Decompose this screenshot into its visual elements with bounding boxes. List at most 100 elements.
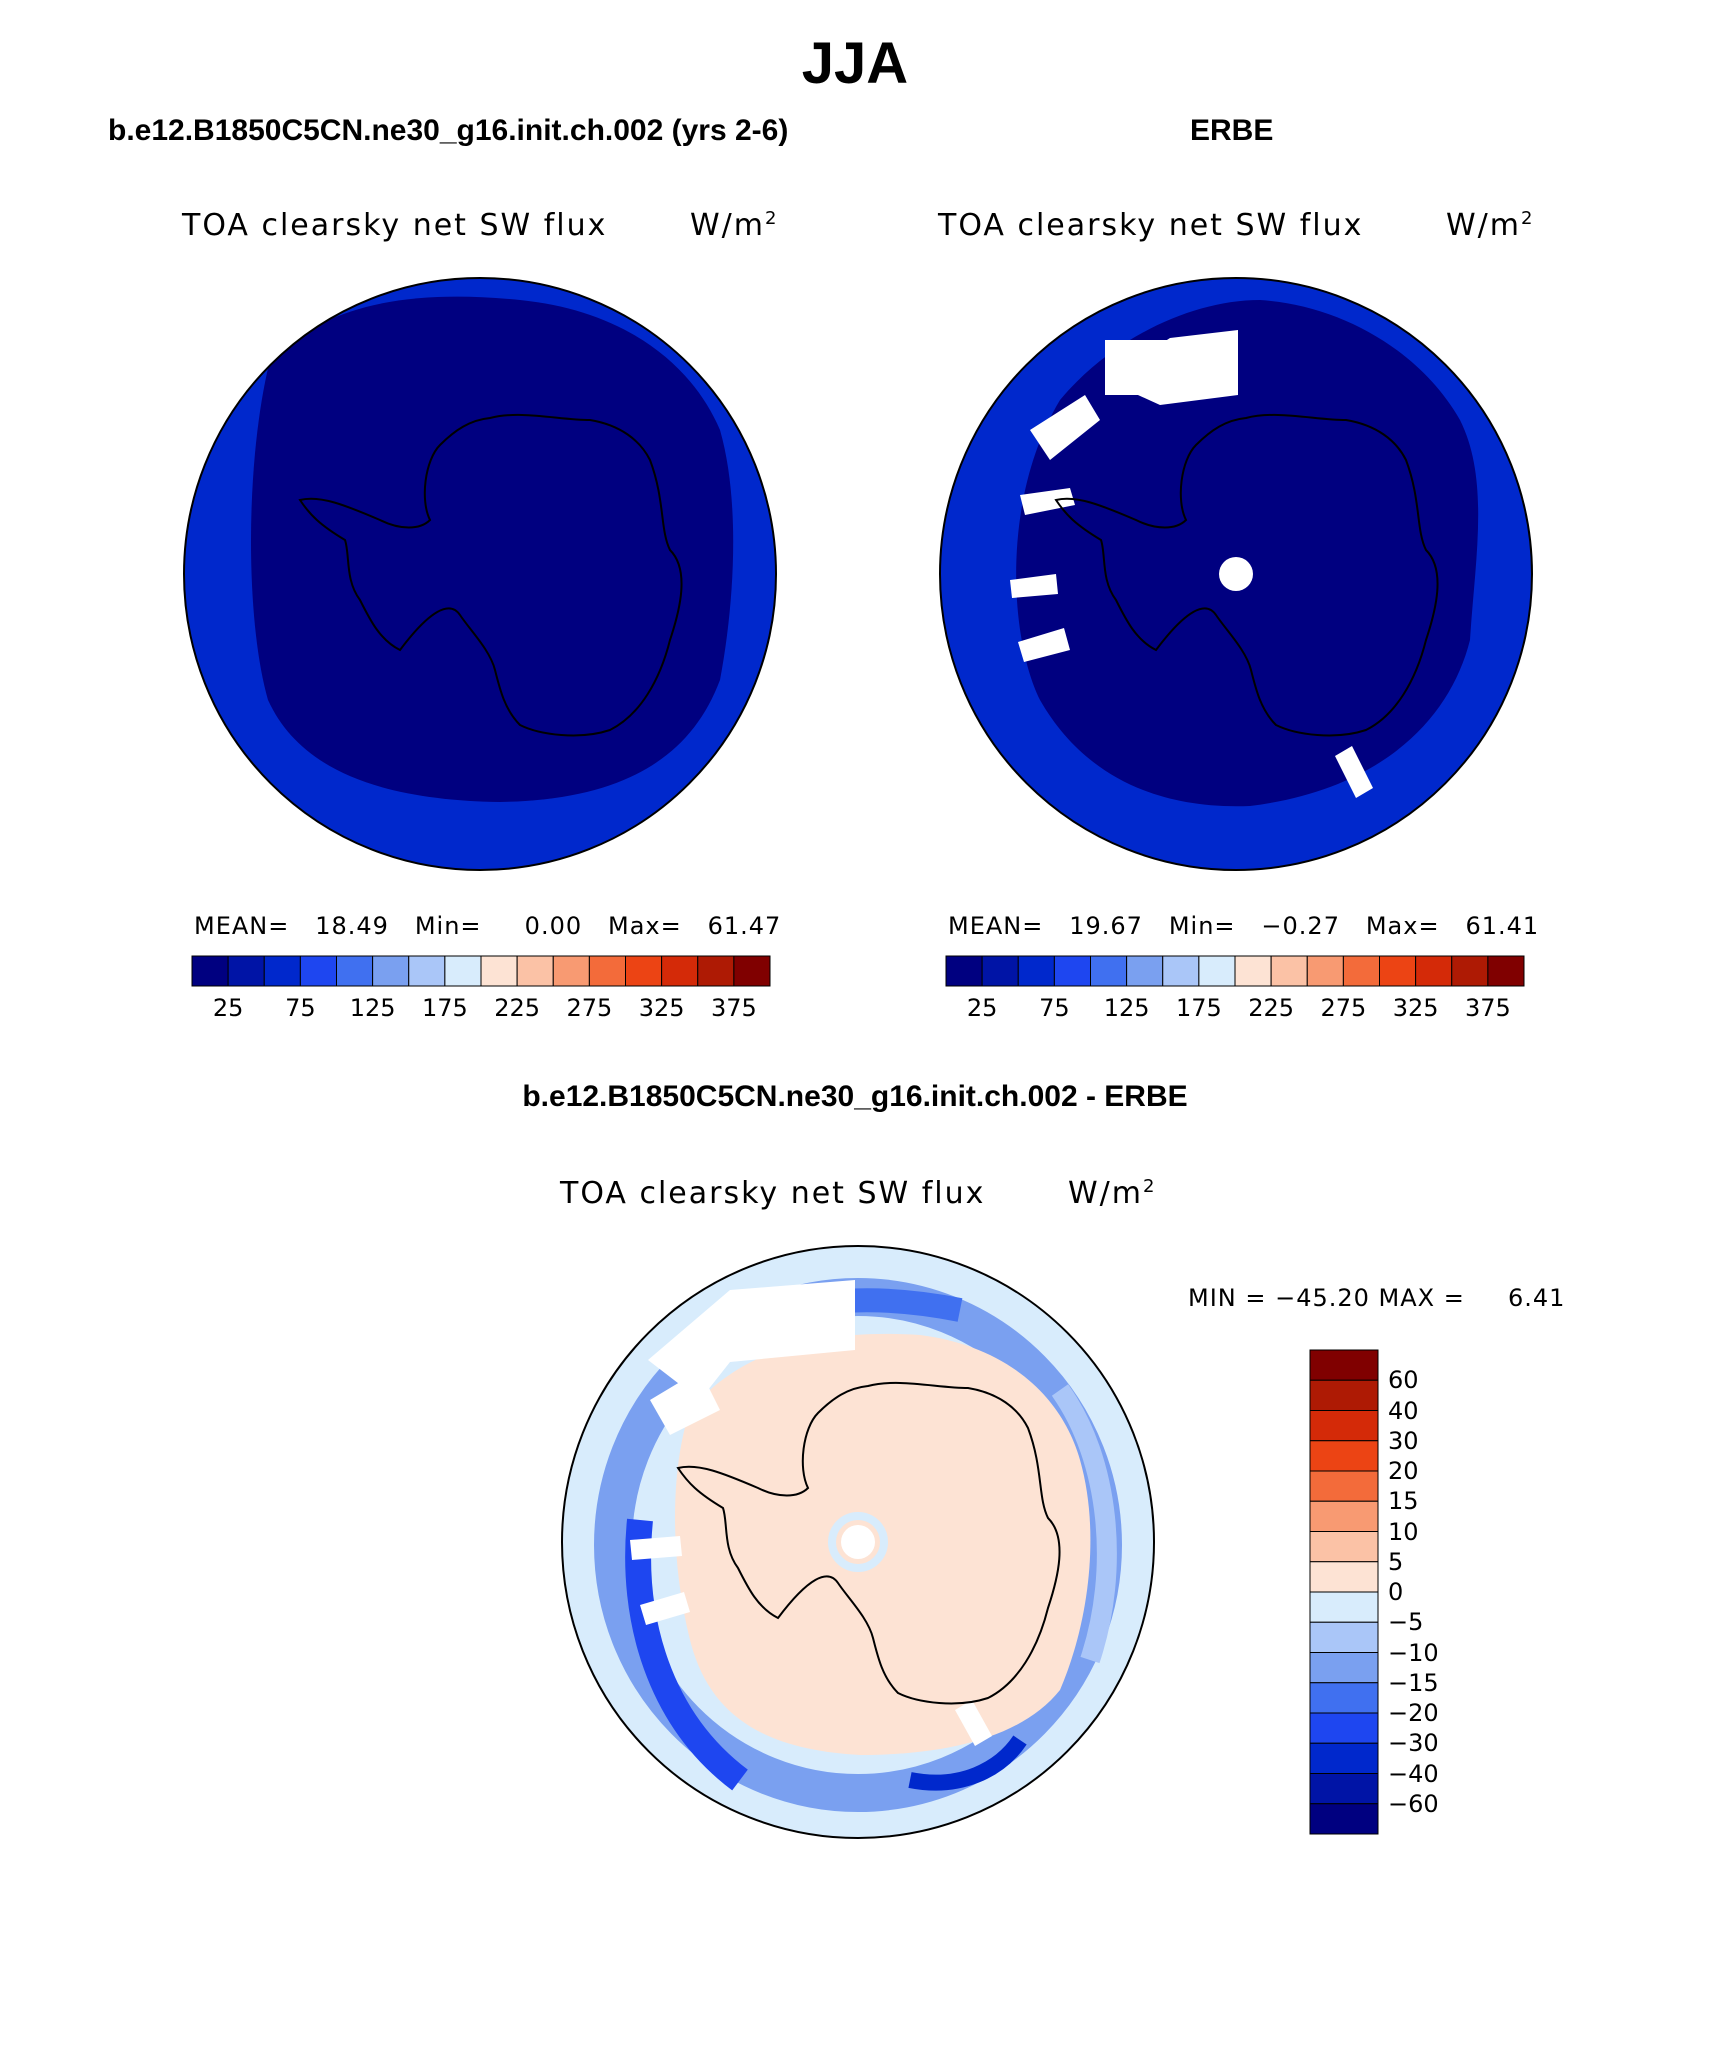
colorbar-tick-label: −30 xyxy=(1388,1729,1439,1758)
colorbar-swatch xyxy=(625,955,663,987)
colorbar-swatch xyxy=(1309,1561,1379,1593)
colorbar-swatch xyxy=(1451,955,1489,987)
colorbar-tick-label: 10 xyxy=(1388,1517,1419,1546)
colorbar-swatch xyxy=(1309,1712,1379,1744)
panel-1-title: b.e12.B1850C5CN.ne30_g16.init.ch.002 (yr… xyxy=(108,114,789,147)
colorbar-tick-label: 0 xyxy=(1388,1578,1404,1606)
colorbar-tick-label: −10 xyxy=(1388,1638,1439,1667)
panel-3-variable-label: TOA clearsky net SW flux xyxy=(560,1176,986,1211)
colorbar-tick-label: 75 xyxy=(1039,994,1070,1022)
colorbar-swatch xyxy=(1415,955,1453,987)
colorbar-tick-label: 15 xyxy=(1388,1487,1419,1516)
colorbar-tick-label: 25 xyxy=(212,994,244,1022)
colorbar-swatch xyxy=(1309,1470,1379,1502)
colorbar-swatch xyxy=(1309,1440,1379,1472)
colorbar-swatch xyxy=(1309,1682,1379,1714)
colorbar-tick-label: −20 xyxy=(1388,1699,1439,1727)
colorbar-tick-label: 20 xyxy=(1388,1457,1419,1485)
panel-1-stats: MEAN= 18.49 Min= 0.00 Max= 61.47 xyxy=(194,912,782,940)
colorbar-swatch xyxy=(588,955,626,987)
panel-3-map xyxy=(561,1245,1155,1839)
colorbar-swatch xyxy=(1162,955,1200,987)
colorbar-swatch xyxy=(1487,955,1525,987)
colorbar-swatch xyxy=(1270,955,1308,987)
panel-3-pole-hole xyxy=(841,1525,875,1559)
colorbar-swatch xyxy=(1309,1379,1379,1411)
figure-title: JJA xyxy=(801,31,909,96)
colorbar-swatch xyxy=(336,955,374,987)
panel-2-stats: MEAN= 19.67 Min= −0.27 Max= 61.41 xyxy=(948,912,1540,940)
colorbar-swatch xyxy=(1053,955,1091,987)
colorbar-swatch xyxy=(1309,1410,1379,1442)
colorbar-swatch xyxy=(1090,955,1128,987)
colorbar-swatch xyxy=(1309,1500,1379,1532)
panel-1-map-border xyxy=(183,277,777,871)
colorbar-tick-label: 60 xyxy=(1388,1366,1419,1395)
panel-1-units-label: W/m2 xyxy=(690,208,779,243)
colorbar-tick-label: −5 xyxy=(1388,1608,1424,1637)
colorbar-tick-label: 225 xyxy=(494,994,541,1022)
colorbar-tick-label: 5 xyxy=(1388,1547,1404,1576)
panel-2-title: ERBE xyxy=(1190,114,1274,147)
colorbar-tick-label: 325 xyxy=(1392,994,1439,1022)
colorbar-swatch xyxy=(1309,1742,1379,1774)
colorbar-swatch xyxy=(1379,955,1417,987)
colorbar-swatch xyxy=(1309,1652,1379,1684)
colorbar-swatch xyxy=(1309,1349,1379,1381)
panel-2-variable-label: TOA clearsky net SW flux xyxy=(938,208,1364,243)
colorbar-tick-label: 30 xyxy=(1388,1426,1419,1455)
colorbar-swatch xyxy=(263,955,301,987)
panel-3-units-label: W/m2 xyxy=(1068,1176,1157,1211)
panel-1-colorbar xyxy=(191,955,771,987)
colorbar-tick-label: 25 xyxy=(966,994,998,1022)
panel-2-colorbar xyxy=(945,955,1525,987)
panel-1-map xyxy=(183,277,777,871)
colorbar-tick-label: 275 xyxy=(1320,994,1367,1022)
colorbar-tick-label: 175 xyxy=(1175,994,1222,1022)
colorbar-swatch xyxy=(697,955,735,987)
colorbar-swatch xyxy=(1306,955,1344,987)
colorbar-swatch xyxy=(1342,955,1380,987)
colorbar-swatch xyxy=(408,955,446,987)
colorbar-swatch xyxy=(191,955,229,987)
colorbar-swatch xyxy=(1198,955,1236,987)
panel-3-antarctica-coastline xyxy=(676,1381,1061,1705)
panel-2-map-border xyxy=(939,277,1533,871)
panel-3-min-max: MIN = −45.20 MAX = 6.41 xyxy=(1188,1284,1566,1312)
colorbar-tick-label: −60 xyxy=(1388,1789,1439,1818)
panel-3-map-border xyxy=(561,1245,1155,1839)
colorbar-tick-label: 375 xyxy=(1464,994,1511,1022)
colorbar-tick-label: 125 xyxy=(1103,994,1150,1022)
panel-2-map xyxy=(939,277,1533,871)
panel-1-antarctica-coastline xyxy=(298,413,683,737)
colorbar-swatch xyxy=(1309,1803,1379,1835)
colorbar-swatch xyxy=(1126,955,1164,987)
colorbar-tick-label: 175 xyxy=(421,994,468,1022)
panel-1-colorbar-ticks: 25 75 125 175 225 275 325 375 xyxy=(192,994,770,1024)
colorbar-tick-label: 40 xyxy=(1388,1396,1419,1425)
colorbar-tick-label: 125 xyxy=(349,994,396,1022)
colorbar-swatch xyxy=(1309,1773,1379,1805)
colorbar-swatch xyxy=(227,955,265,987)
colorbar-swatch xyxy=(1234,955,1272,987)
colorbar-swatch xyxy=(1309,1621,1379,1653)
colorbar-swatch xyxy=(552,955,590,987)
colorbar-swatch xyxy=(661,955,699,987)
panel-1-inner-region xyxy=(250,296,734,802)
colorbar-swatch xyxy=(1017,955,1055,987)
colorbar-swatch xyxy=(516,955,554,987)
colorbar-tick-label: −15 xyxy=(1388,1668,1439,1697)
panel-2-antarctica-coastline xyxy=(1054,413,1439,737)
colorbar-swatch xyxy=(1309,1531,1379,1563)
colorbar-tick-label: −40 xyxy=(1388,1759,1439,1788)
panel-1-variable-label: TOA clearsky net SW flux xyxy=(182,208,608,243)
panel-2-missing-data xyxy=(1010,330,1373,798)
colorbar-tick-label: 375 xyxy=(710,994,757,1022)
colorbar-tick-label: 75 xyxy=(285,994,316,1022)
colorbar-swatch xyxy=(480,955,518,987)
colorbar-swatch xyxy=(981,955,1019,987)
colorbar-swatch xyxy=(444,955,482,987)
panel-2-colorbar-ticks: 25 75 125 175 225 275 325 375 xyxy=(946,994,1524,1024)
colorbar-tick-label: 225 xyxy=(1248,994,1295,1022)
panel-2-units-label: W/m2 xyxy=(1446,208,1535,243)
